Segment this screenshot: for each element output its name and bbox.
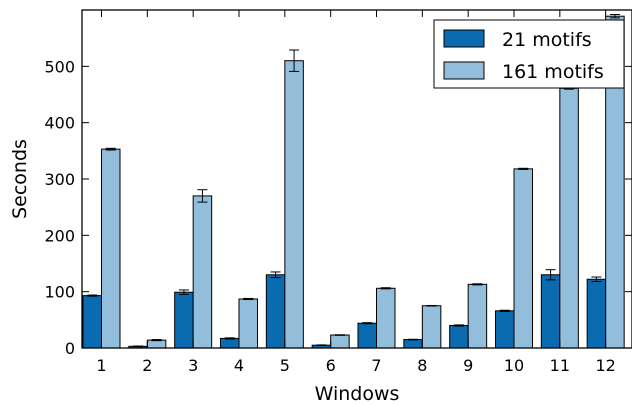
- legend-swatch-161-motifs: [443, 61, 485, 80]
- error-bars-layer: [87, 14, 620, 348]
- error-bar-21-motifs-window-1: [87, 294, 98, 297]
- bar-161-motifs-window-1: [101, 148, 121, 349]
- x-tick-label: 1: [96, 356, 106, 375]
- bar-21-motifs-window-7: [357, 322, 377, 349]
- error-bar-21-motifs-window-10: [499, 309, 510, 312]
- error-bar-161-motifs-window-1: [105, 147, 116, 151]
- bar-161-motifs-window-3: [192, 195, 213, 349]
- bar-21-motifs-window-3: [174, 291, 194, 349]
- error-bar-21-motifs-window-5: [270, 271, 281, 279]
- x-tick-label: 5: [280, 356, 290, 375]
- x-tick-label: 9: [463, 356, 473, 375]
- x-tick-label: 8: [417, 356, 427, 375]
- x-tick-label: 11: [550, 356, 570, 375]
- error-bar-161-motifs-window-4: [243, 297, 254, 301]
- error-bar-161-motifs-window-2: [151, 339, 162, 342]
- error-bar-161-motifs-window-6: [334, 334, 345, 336]
- x-tick-label: 3: [188, 356, 198, 375]
- bar-161-motifs-window-2: [146, 339, 167, 349]
- bar-161-motifs-window-4: [238, 298, 258, 349]
- error-bar-21-motifs-window-11: [545, 269, 556, 281]
- bar-21-motifs-window-8: [403, 339, 423, 349]
- x-tick-label: 7: [371, 356, 381, 375]
- bar-21-motifs-window-4: [220, 337, 240, 349]
- bar-161-motifs-window-7: [376, 287, 396, 349]
- x-tick-label: 4: [234, 356, 244, 375]
- y-tick-label: 500: [44, 57, 75, 76]
- y-axis-label: Seconds: [9, 139, 31, 219]
- bar-21-motifs-window-12: [586, 278, 607, 349]
- bar-161-motifs-window-11: [559, 87, 579, 349]
- x-axis-label: Windows: [315, 383, 400, 405]
- y-tick-label: 100: [44, 283, 75, 302]
- bar-21-motifs-window-11: [540, 274, 561, 349]
- error-bar-161-motifs-window-5: [289, 49, 300, 72]
- error-bar-21-motifs-window-3: [178, 289, 189, 295]
- bar-161-motifs-window-10: [513, 168, 533, 349]
- error-bar-21-motifs-window-9: [453, 324, 464, 327]
- legend: 21 motifs 161 motifs: [433, 19, 625, 89]
- bar-21-motifs-window-10: [495, 310, 515, 349]
- legend-label-161-motifs: 161 motifs: [502, 61, 604, 83]
- y-tick-label: 400: [44, 114, 75, 133]
- x-tick-label: 6: [326, 356, 336, 375]
- y-tick-label: 200: [44, 226, 75, 245]
- error-bar-21-motifs-window-6: [316, 344, 327, 346]
- x-tick-label: 12: [595, 356, 615, 375]
- y-tick-label: 300: [44, 170, 75, 189]
- bar-21-motifs-window-1: [82, 295, 102, 349]
- error-bar-161-motifs-window-9: [472, 283, 483, 286]
- legend-label-21-motifs: 21 motifs: [502, 29, 592, 51]
- y-tick-label: 0: [65, 339, 75, 358]
- error-bar-161-motifs-window-8: [426, 304, 437, 307]
- bar-161-motifs-window-8: [421, 305, 442, 349]
- error-bar-161-motifs-window-7: [380, 287, 391, 290]
- bar-161-motifs-window-5: [284, 60, 304, 349]
- error-bar-21-motifs-window-2: [133, 345, 144, 348]
- error-bar-21-motifs-window-8: [408, 338, 419, 341]
- error-bar-161-motifs-window-12: [609, 14, 620, 19]
- bar-21-motifs-window-9: [449, 324, 469, 349]
- x-tick-label: 2: [142, 356, 152, 375]
- error-bar-161-motifs-window-3: [197, 189, 208, 203]
- error-bar-21-motifs-window-4: [224, 337, 235, 340]
- error-bar-161-motifs-window-10: [518, 167, 529, 170]
- bar-161-motifs-window-9: [467, 283, 488, 349]
- error-bar-21-motifs-window-12: [591, 276, 602, 283]
- legend-swatch-21-motifs: [443, 29, 485, 48]
- error-bar-21-motifs-window-7: [362, 322, 373, 325]
- x-tick-label: 10: [504, 356, 524, 375]
- bar-161-motifs-window-6: [330, 334, 350, 349]
- bar-21-motifs-window-5: [265, 274, 286, 349]
